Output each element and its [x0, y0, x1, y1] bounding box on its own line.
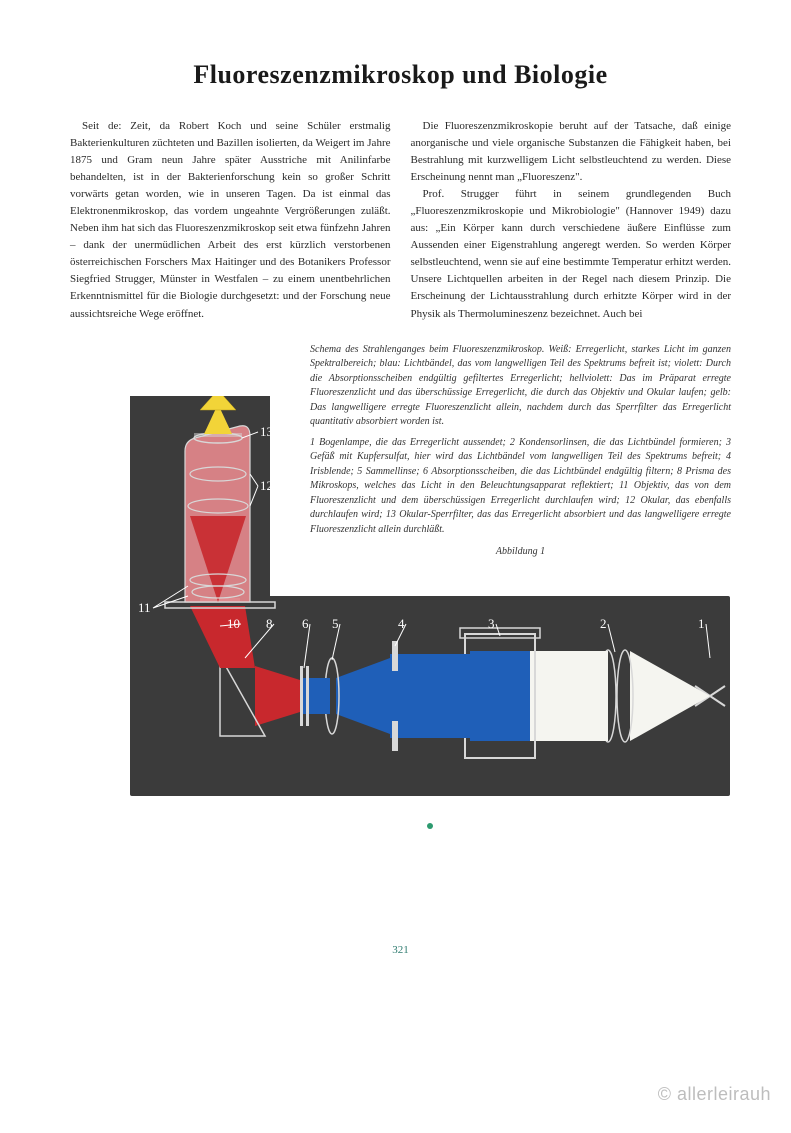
microscope-diagram: 123456810111213 [70, 396, 730, 936]
page-number: 321 [70, 944, 731, 956]
left-column: Seit de: Zeit, da Robert Koch und seine … [70, 118, 391, 323]
right-col-p2: Prof. Strugger führt in seinem grundlege… [411, 186, 732, 322]
text-columns: Seit de: Zeit, da Robert Koch und seine … [70, 118, 731, 323]
right-col-p1: Die Fluoreszenzmikroskopie beruht auf de… [411, 118, 732, 186]
watermark: © allerleirauh [658, 1084, 771, 1105]
svg-text:6: 6 [302, 616, 309, 631]
svg-text:13: 13 [260, 424, 273, 439]
svg-text:5: 5 [332, 616, 339, 631]
right-column: Die Fluoreszenzmikroskopie beruht auf de… [411, 118, 732, 323]
svg-text:11: 11 [138, 600, 151, 615]
svg-text:1: 1 [698, 616, 705, 631]
diagram-svg: 123456810111213 [70, 396, 730, 936]
page-title: Fluoreszenzmikroskop und Biologie [70, 60, 731, 90]
svg-text:2: 2 [600, 616, 607, 631]
svg-text:3: 3 [488, 616, 495, 631]
svg-text:10: 10 [227, 616, 240, 631]
svg-text:12: 12 [260, 478, 273, 493]
left-col-text: Seit de: Zeit, da Robert Koch und seine … [70, 118, 391, 323]
svg-text:8: 8 [266, 616, 273, 631]
